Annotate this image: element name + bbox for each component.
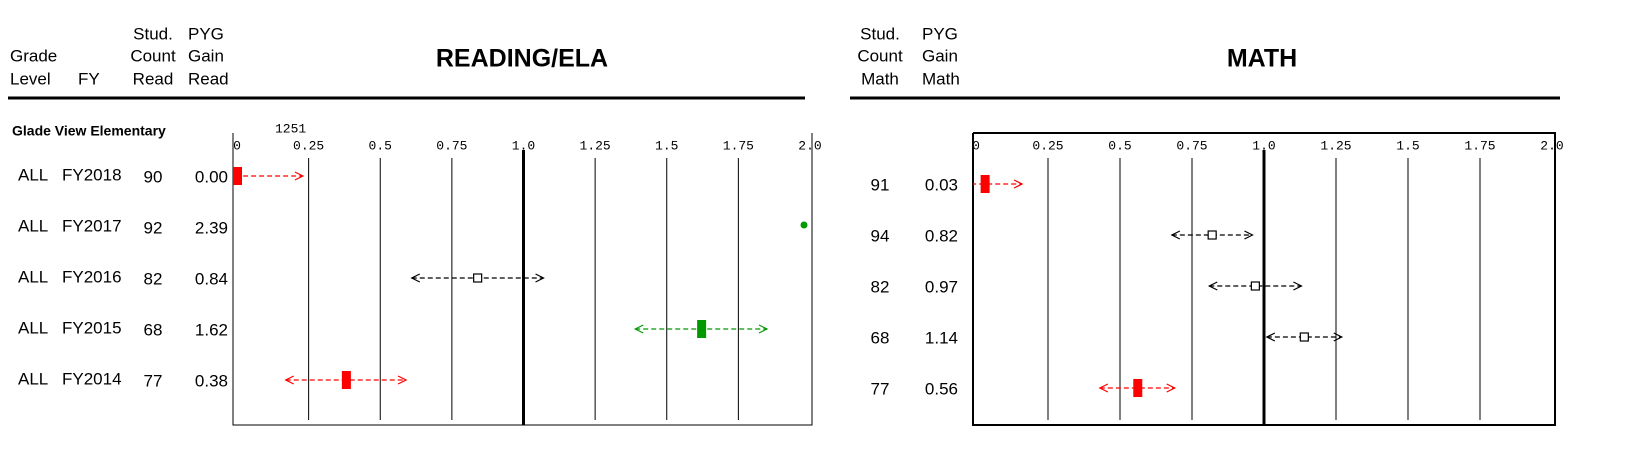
x-tick-label: 1.5: [1396, 138, 1419, 153]
gain-value: 0.56: [925, 379, 958, 398]
count-header: Count: [857, 46, 903, 65]
x-tick-label: 0.25: [293, 138, 324, 153]
estimate-marker: [980, 175, 990, 193]
arrow-head: [1265, 332, 1276, 342]
arrow-head: [1333, 332, 1344, 342]
arrow-head: [1244, 230, 1254, 240]
gain-value: 0.82: [925, 226, 958, 245]
gain-value: 0.84: [195, 269, 228, 288]
grade-header: Grade: [10, 46, 57, 65]
arrow-head: [1293, 281, 1303, 291]
gain-value: 0.38: [195, 371, 228, 390]
gain-header: Gain: [188, 46, 224, 65]
student-count: 94: [871, 226, 890, 245]
count-header: Math: [861, 69, 899, 88]
grade-level: ALL: [18, 267, 48, 286]
arrow-head: [1013, 179, 1024, 189]
student-count: 92: [144, 218, 163, 237]
plot-frame: [972, 132, 1556, 426]
estimate-marker: [473, 273, 483, 283]
estimate-marker: [233, 167, 242, 185]
chart-title: READING/ELA: [436, 45, 608, 73]
fy-header: FY: [78, 69, 100, 88]
x-tick-label: 1.75: [1464, 138, 1495, 153]
gain-value: 1.62: [195, 320, 228, 339]
plot-frame: [232, 133, 813, 426]
arrow-head: [397, 375, 408, 385]
x-tick-label: 1.5: [655, 138, 678, 153]
arrow-head: [633, 324, 644, 334]
arrow-head: [284, 375, 294, 385]
grade-level: ALL: [18, 318, 48, 337]
estimate-marker: [1133, 379, 1143, 397]
chart-title: MATH: [1227, 45, 1297, 73]
fiscal-year: FY2014: [62, 369, 122, 388]
estimate-marker: [1299, 332, 1309, 342]
student-count: 82: [871, 277, 890, 296]
annotation: 1251: [275, 121, 306, 136]
x-tick-label: 0.5: [1108, 138, 1131, 153]
gain-header: PYG: [922, 24, 958, 43]
fiscal-year: FY2017: [62, 216, 122, 235]
arrow-head: [1170, 230, 1181, 240]
student-count: 68: [871, 328, 890, 347]
gain-value: 1.14: [925, 328, 958, 347]
estimate-marker: [341, 371, 351, 389]
arrow-head: [535, 273, 545, 283]
gain-header: Read: [188, 69, 229, 88]
gain-value: 2.39: [195, 218, 228, 237]
arrow-head: [758, 324, 769, 334]
arrow-head: [294, 171, 305, 181]
student-count: 77: [144, 371, 163, 390]
arrow-head: [1207, 281, 1218, 291]
gain-header: Math: [922, 69, 960, 88]
student-count: 90: [144, 167, 163, 186]
gain-header: PYG: [188, 24, 224, 43]
arrow-head: [410, 273, 421, 283]
count-header: Stud.: [133, 24, 173, 43]
gain-header: Gain: [922, 46, 958, 65]
x-tick-label: 2.0: [798, 138, 821, 153]
gain-value: 0.03: [925, 175, 958, 194]
student-count: 82: [144, 269, 163, 288]
estimate-marker: [697, 320, 707, 338]
estimate-marker: [1250, 281, 1260, 291]
arrow-head: [1166, 383, 1177, 393]
x-tick-label: 2.0: [1540, 138, 1563, 153]
x-tick-label: 1.25: [580, 138, 611, 153]
x-tick-label: 0: [233, 138, 241, 153]
x-tick-label: 0.75: [1176, 138, 1207, 153]
plot-marks: [171, 167, 769, 389]
x-tick-label: 1.0: [512, 138, 535, 153]
estimate-marker: [1207, 230, 1217, 240]
fiscal-year: FY2018: [62, 165, 122, 184]
student-count: 68: [144, 320, 163, 339]
school-name: Glade View Elementary: [12, 123, 166, 139]
grade-level: ALL: [18, 369, 48, 388]
x-tick-label: 1.0: [1252, 138, 1275, 153]
arrow-head: [171, 172, 179, 180]
x-tick-label: 0.75: [436, 138, 467, 153]
fiscal-year: FY2015: [62, 318, 122, 337]
plot-marks: [973, 175, 1344, 397]
x-tick-label: 0.25: [1032, 138, 1063, 153]
count-header: Stud.: [860, 24, 900, 43]
x-tick-label: 1.25: [1320, 138, 1351, 153]
x-tick-label: 1.75: [723, 138, 754, 153]
offscale-marker: [800, 221, 808, 229]
gain-value: 0.97: [925, 277, 958, 296]
grade-level: ALL: [18, 216, 48, 235]
student-count: 77: [871, 379, 890, 398]
grade-header: Level: [10, 69, 51, 88]
gain-value: 0.00: [195, 167, 228, 186]
fiscal-year: FY2016: [62, 267, 122, 286]
grade-level: ALL: [18, 165, 48, 184]
x-tick-label: 0.5: [369, 138, 392, 153]
count-header: Count: [130, 46, 176, 65]
x-tick-label: 0: [972, 138, 980, 153]
student-count: 91: [871, 175, 890, 194]
arrow-head: [1098, 383, 1109, 393]
count-header: Read: [133, 69, 174, 88]
